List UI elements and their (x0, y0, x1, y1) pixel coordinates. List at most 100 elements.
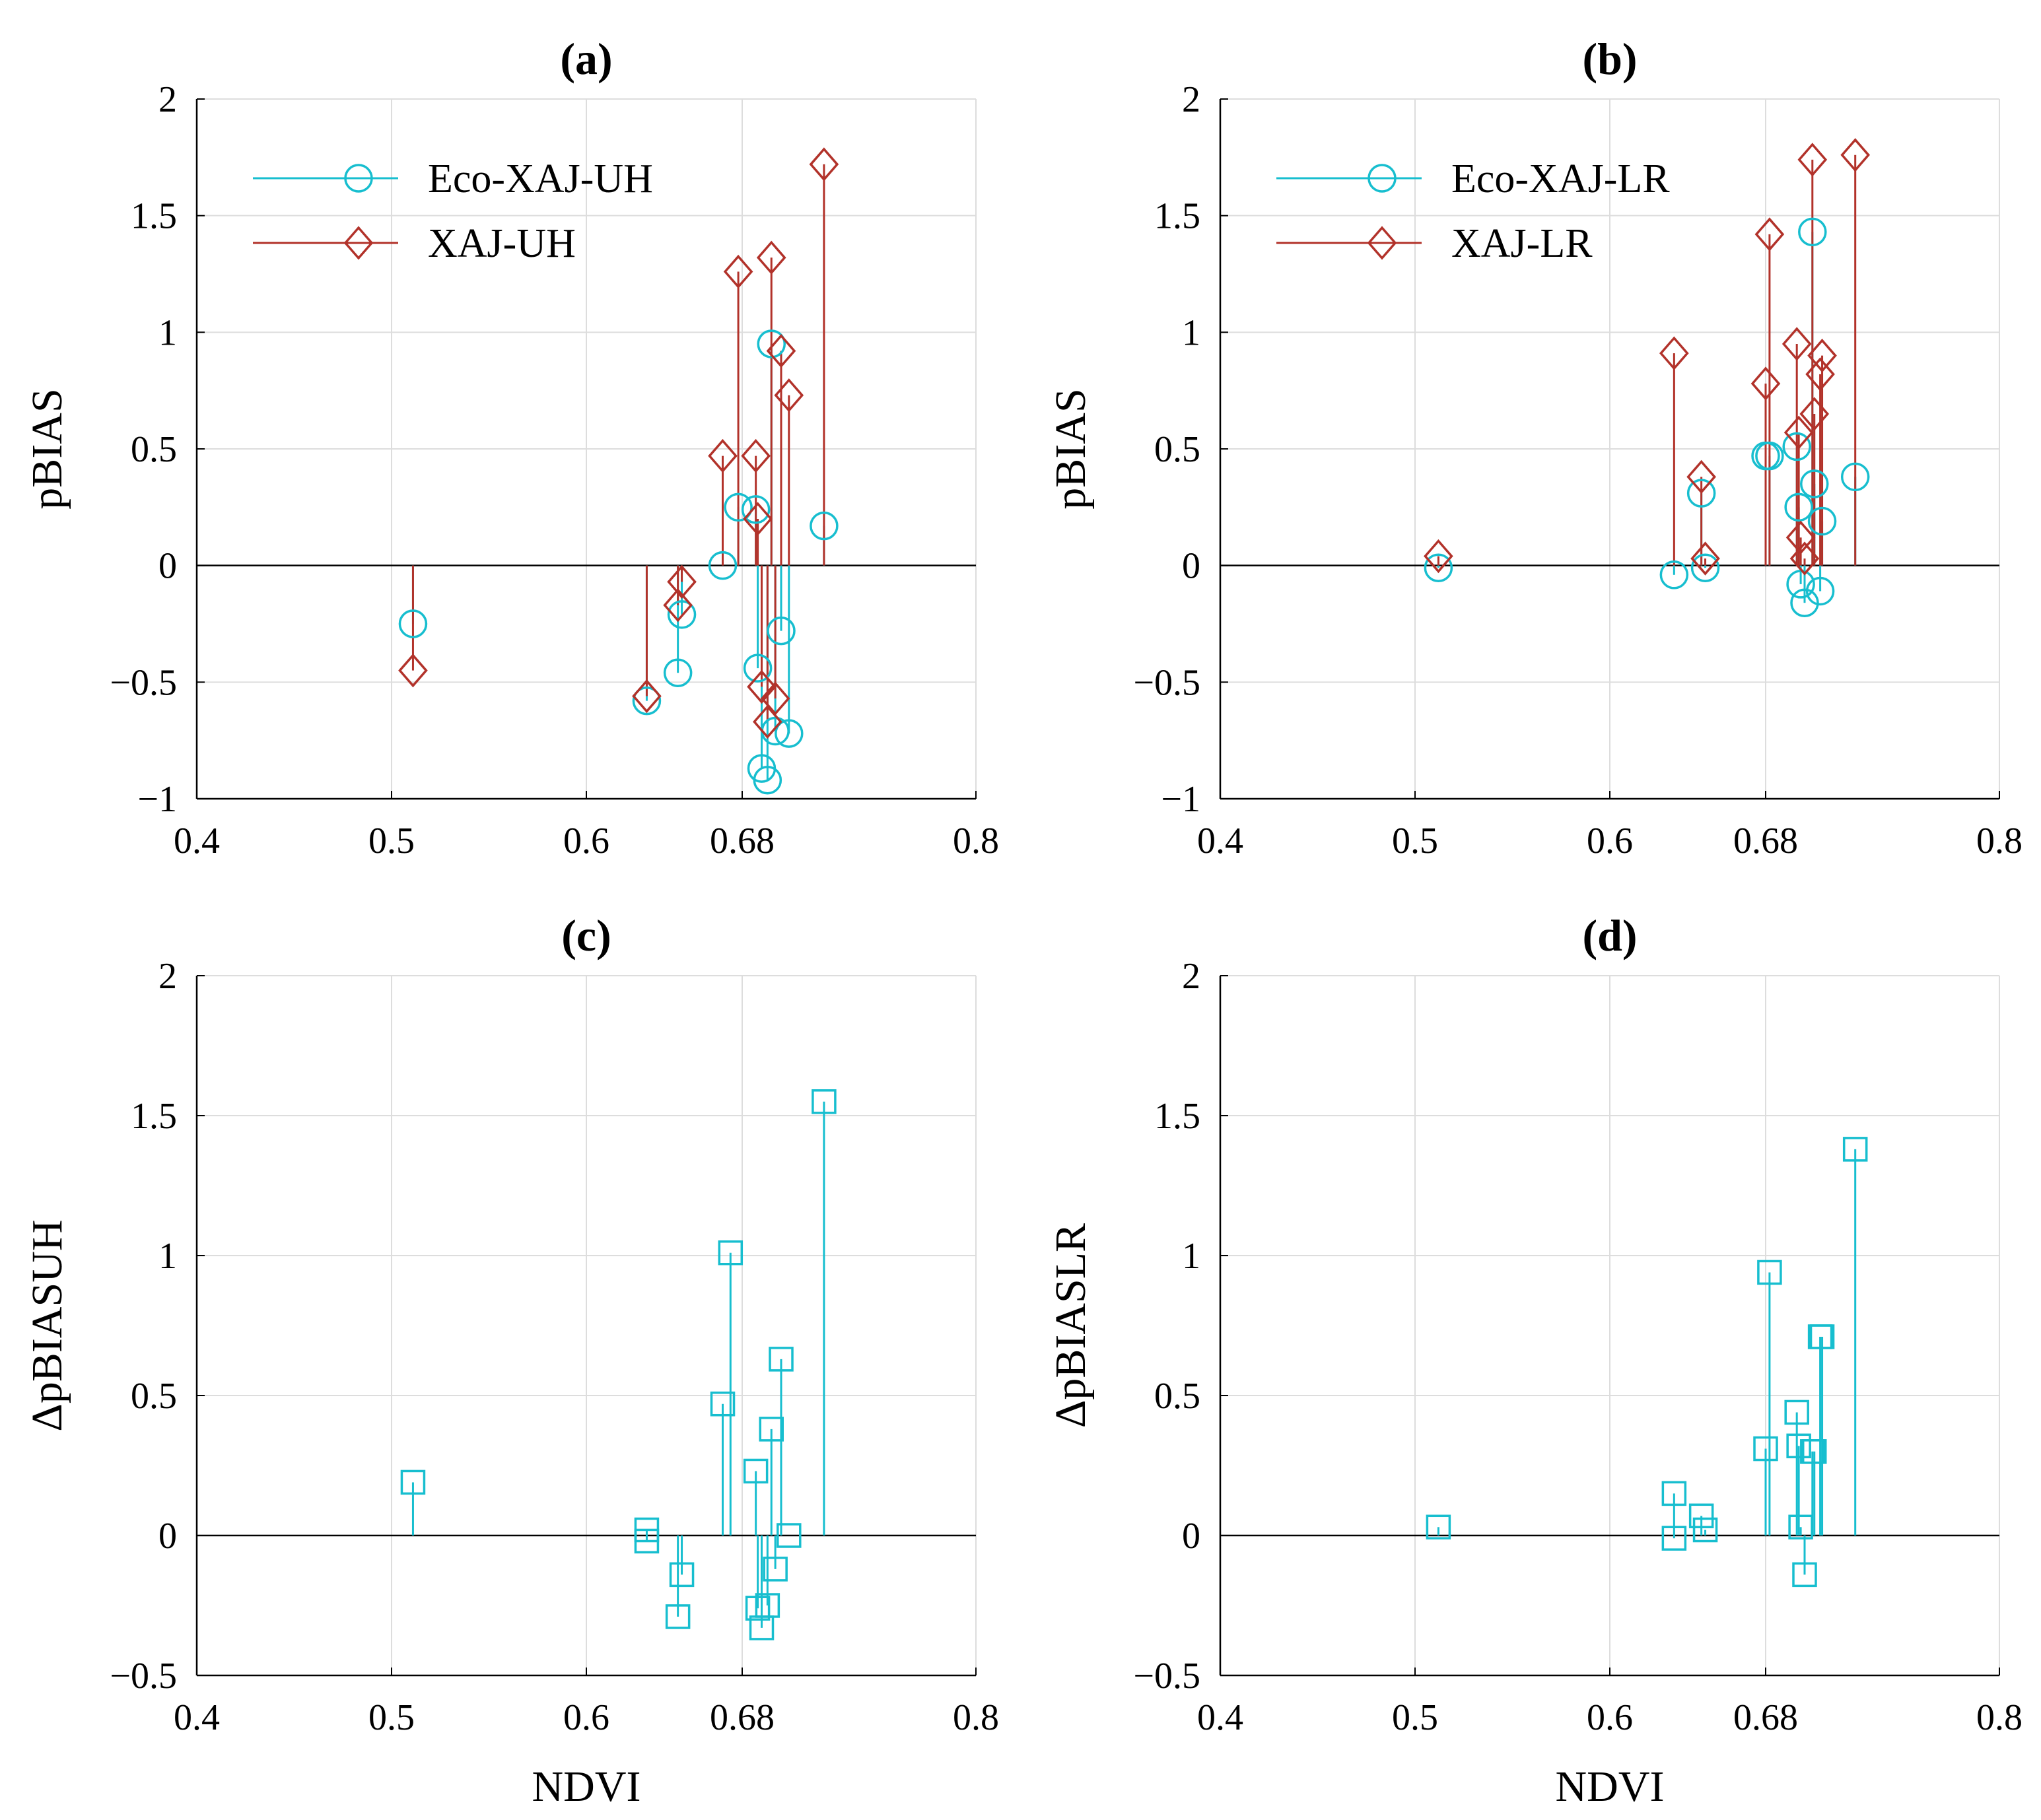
square-point (1757, 1260, 1782, 1285)
y-tick-label: −0.5 (110, 1656, 177, 1697)
x-tick-label: 0.68 (1733, 821, 1798, 861)
square-point (710, 1391, 736, 1417)
x-tick-label: 0.6 (1587, 1697, 1633, 1738)
y-tick-label: −1 (1161, 779, 1200, 820)
diamond-point (1424, 539, 1453, 574)
x-tick-label: 0.68 (710, 1697, 775, 1738)
square-point (669, 1562, 695, 1588)
legend-circle-icon (344, 164, 373, 193)
square-point (1792, 1562, 1817, 1588)
y-tick-label: 0.5 (1154, 429, 1200, 470)
diamond-point (1754, 217, 1785, 252)
circle-point (724, 492, 753, 522)
y-tick-label: 1.5 (131, 196, 177, 237)
legend: Eco-XAJ-UH XAJ-UH (253, 156, 653, 266)
y-tick-label: 2 (1182, 956, 1200, 997)
diamond-point (753, 704, 782, 739)
circle-point (753, 765, 782, 795)
y-axis-label: pBIAS (23, 388, 71, 509)
x-axis-label: NDVI (1556, 1763, 1665, 1811)
diamond-point (667, 564, 697, 599)
diamond-point (1750, 366, 1781, 401)
panel-a: 0.4 0.5 0.6 0.68 0.8 −1 −0.5 0 0.5 1 1.5 2 (a) pBIAS E… (23, 34, 999, 861)
circle-point (708, 551, 738, 580)
diamond-point (1686, 459, 1716, 494)
circle-point (775, 719, 804, 748)
circle-point (741, 495, 771, 524)
x-tick-label: 0.5 (368, 821, 415, 861)
y-axis-label: ΔpBIASUH (23, 1219, 71, 1431)
diamond-point (708, 438, 738, 473)
panel-title: (d) (1582, 910, 1637, 961)
square-point (1842, 1137, 1868, 1162)
circle-point (1755, 441, 1784, 471)
diamond-point (747, 669, 777, 704)
circle-point (1840, 462, 1870, 492)
x-tick-label: 0.8 (953, 1697, 999, 1738)
square-point (743, 1458, 769, 1484)
diamond-point (1840, 138, 1871, 172)
square-point (1661, 1481, 1687, 1506)
x-tick-label: 0.8 (1976, 821, 2023, 861)
x-axis-label: NDVI (532, 1763, 641, 1811)
diamond-point (1807, 338, 1837, 373)
square-point (812, 1089, 837, 1114)
circle-point (1807, 506, 1837, 536)
x-tick-label: 0.8 (953, 821, 999, 861)
y-tick-label: 1 (158, 1236, 177, 1277)
panel-c: 0.4 0.5 0.6 0.68 0.8 −0.5 0 0.5 1 1.5 2 (c) NDVI ΔpBI… (23, 910, 999, 1811)
diamond-point (741, 438, 771, 473)
square-point (1692, 1517, 1718, 1543)
diamond-point (1690, 541, 1720, 576)
legend-label: Eco-XAJ-LR (1451, 156, 1670, 201)
square-point (1661, 1526, 1687, 1551)
diamond-point (760, 681, 790, 716)
y-tick-label: 0.5 (131, 1376, 177, 1417)
diamond-point (774, 378, 804, 413)
square-point (755, 1593, 780, 1618)
circle-point (1659, 560, 1689, 590)
legend-label: Eco-XAJ-UH (428, 156, 653, 201)
panel-title: (b) (1582, 34, 1637, 84)
x-tick-label: 0.4 (174, 821, 220, 861)
circle-point (1798, 217, 1827, 247)
x-tick-label: 0.8 (1976, 1697, 2023, 1738)
diamond-point (1785, 520, 1816, 555)
panel-d: 0.4 0.5 0.6 0.68 0.8 −0.5 0 0.5 1 1.5 2 (d) NDVI ΔpBI… (1047, 910, 2023, 1811)
circle-point (398, 609, 428, 638)
legend-diamond-icon (343, 226, 374, 260)
y-tick-label: 0.5 (131, 429, 177, 470)
square-point (1802, 1439, 1827, 1464)
x-tick-label: 0.6 (563, 1697, 609, 1738)
y-tick-label: 1 (1182, 312, 1200, 353)
diamond-point (1805, 357, 1835, 391)
x-tick-label: 0.5 (368, 1697, 415, 1738)
circle-point (663, 658, 693, 687)
diamond-point (756, 240, 786, 275)
y-tick-label: 0 (158, 1516, 177, 1557)
circle-point (632, 686, 662, 716)
square-point (665, 1604, 691, 1629)
legend-label: XAJ-UH (428, 221, 576, 266)
square-point (1786, 1433, 1811, 1459)
diamond-point (743, 502, 773, 536)
diamond-point (632, 679, 662, 714)
y-axis-label: ΔpBIASLR (1047, 1223, 1095, 1428)
y-tick-label: 1 (158, 312, 177, 353)
diamond-point (1799, 397, 1830, 431)
legend-label: XAJ-LR (1451, 221, 1593, 266)
y-tick-label: 2 (158, 956, 177, 997)
x-tick-label: 0.6 (563, 821, 609, 861)
diamond-point (1659, 336, 1689, 370)
panel-b: 0.4 0.5 0.6 0.68 0.8 −1 −0.5 0 0.5 1 1.5 2 (b) pBIAS E… (1047, 34, 2023, 861)
x-tick-label: 0.68 (710, 821, 775, 861)
panel-title: (a) (560, 34, 612, 84)
x-tick-label: 0.5 (1392, 821, 1438, 861)
square-point (769, 1347, 794, 1372)
panel-title: (c) (561, 910, 611, 961)
y-tick-label: −0.5 (110, 662, 177, 703)
x-tick-label: 0.68 (1733, 1697, 1798, 1738)
circle-point (1690, 553, 1720, 582)
y-tick-label: 2 (158, 79, 177, 120)
legend: Eco-XAJ-LR XAJ-LR (1276, 156, 1670, 266)
